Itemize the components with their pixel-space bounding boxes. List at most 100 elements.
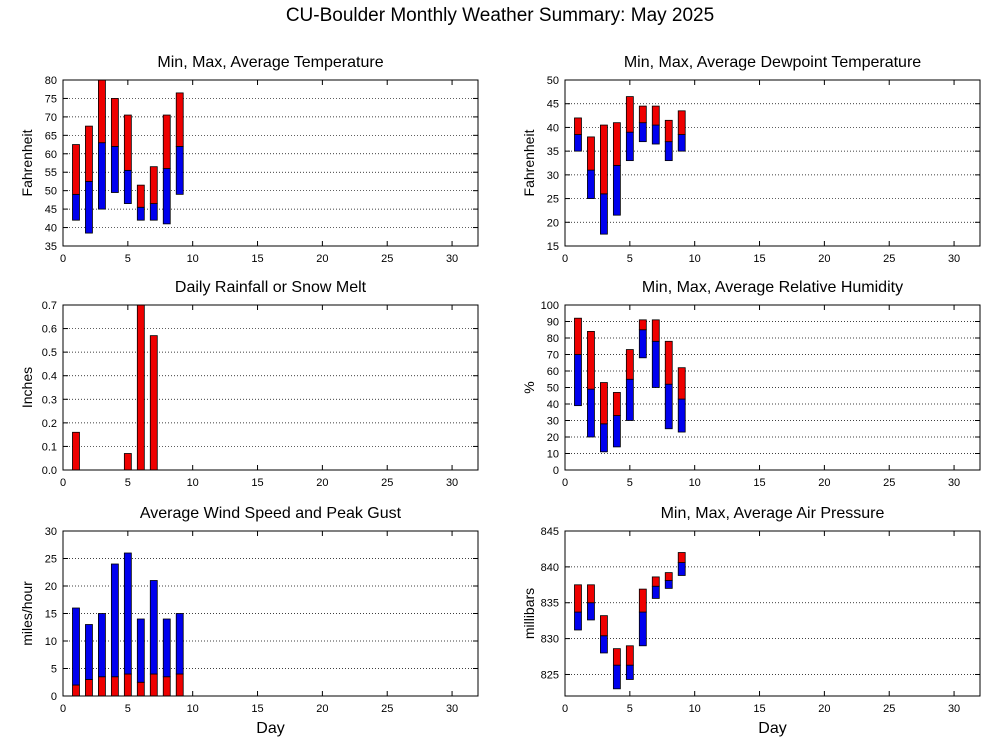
y-tick-label: 30	[547, 170, 559, 182]
y-tick-label: 0.5	[42, 347, 57, 359]
chart-panel-2: Min, Max, Average Dewpoint Temperature 15…	[521, 54, 981, 265]
bar-min-to-avg	[651, 124, 660, 145]
x-tick-label: 30	[446, 703, 458, 715]
x-tick-label: 5	[125, 253, 131, 265]
bar-avg-to-max	[664, 119, 673, 143]
y-tick-label: 40	[547, 122, 559, 134]
bar-min-to-avg	[677, 398, 686, 433]
x-tick-label: 25	[883, 477, 895, 489]
x-tick-label: 10	[187, 253, 199, 265]
x-tick-label: 5	[125, 477, 131, 489]
x-tick-label: 15	[753, 477, 765, 489]
y-tick-label: 40	[547, 399, 559, 411]
x-tick-label: 20	[316, 477, 328, 489]
y-tick-label: 100	[541, 300, 559, 312]
bar-min-to-avg	[651, 585, 660, 599]
plot-frame	[564, 304, 981, 471]
panel-title: Min, Max, Average Air Pressure	[661, 505, 885, 522]
y-tick-label: 840	[541, 562, 559, 574]
bar-average-wind	[98, 676, 106, 697]
bar-min-to-avg	[136, 206, 145, 221]
y-tick-label: 35	[45, 241, 57, 253]
bar-avg-to-max	[600, 615, 608, 637]
bar-min-to-avg	[612, 415, 621, 448]
y-tick-label: 0.1	[42, 441, 57, 453]
bar-avg-to-max	[664, 572, 673, 581]
y-tick-label: 65	[45, 130, 57, 142]
y-tick-label: 0	[553, 465, 559, 477]
bar-min-to-avg	[600, 635, 608, 654]
bar-peak-gust	[123, 552, 132, 675]
x-tick-label: 10	[689, 703, 701, 715]
y-tick-label: 55	[45, 167, 57, 179]
y-tick-label: 0	[51, 691, 57, 703]
x-tick-label: 5	[627, 477, 633, 489]
bar-avg-to-max	[625, 645, 634, 666]
bar-avg-to-max	[625, 96, 634, 133]
x-tick-label: 30	[948, 477, 960, 489]
bar-avg-to-max	[600, 124, 608, 195]
bar-min-to-avg	[638, 122, 647, 143]
bar-min-to-avg	[600, 193, 608, 235]
figure-title: CU-Boulder Monthly Weather Summary: May …	[285, 5, 715, 26]
bar-rainfall	[149, 335, 158, 471]
panel-title: Min, Max, Average Dewpoint Temperature	[624, 54, 921, 71]
bar-min-to-avg	[85, 181, 93, 234]
bar-min-to-avg	[638, 329, 647, 359]
bar-avg-to-max	[72, 144, 80, 195]
plot-frame	[564, 530, 981, 697]
bar-avg-to-max	[612, 122, 621, 166]
bar-avg-to-max	[664, 340, 673, 385]
bar-min-to-avg	[651, 340, 660, 388]
bar-avg-to-max	[677, 110, 686, 135]
y-tick-label: 60	[547, 366, 559, 378]
x-tick-label: 5	[627, 703, 633, 715]
bar-min-to-avg	[612, 664, 621, 690]
y-axis-label: Inches	[19, 367, 35, 408]
y-tick-label: 0.7	[42, 300, 57, 312]
bar-avg-to-max	[638, 319, 647, 331]
bar-min-to-avg	[110, 145, 119, 193]
bar-min-to-avg	[587, 169, 595, 199]
x-tick-label: 10	[187, 477, 199, 489]
x-tick-label: 30	[948, 253, 960, 265]
bar-avg-to-max	[162, 114, 171, 169]
x-tick-label: 0	[60, 477, 66, 489]
x-tick-label: 15	[753, 703, 765, 715]
bar-avg-to-max	[175, 92, 184, 147]
y-axis-label: millibars	[521, 588, 537, 639]
bar-avg-to-max	[98, 79, 106, 144]
y-tick-label: 70	[45, 112, 57, 124]
x-tick-label: 0	[60, 253, 66, 265]
chart-panel-3: Daily Rainfall or Snow Melt 0.0 0.1 0.2 0.3 0…	[19, 279, 479, 489]
y-axis-label: Fahrenheit	[19, 129, 35, 196]
bar-avg-to-max	[612, 648, 621, 666]
x-tick-label: 15	[251, 253, 263, 265]
x-tick-label: 30	[948, 703, 960, 715]
bar-avg-to-max	[574, 317, 582, 355]
y-tick-label: 25	[547, 194, 559, 206]
bar-min-to-avg	[638, 611, 647, 647]
y-tick-label: 20	[547, 217, 559, 229]
y-tick-label: 5	[51, 664, 57, 676]
bar-avg-to-max	[574, 584, 582, 613]
y-tick-label: 15	[45, 609, 57, 621]
x-tick-label: 10	[689, 253, 701, 265]
x-tick-label: 30	[446, 253, 458, 265]
chart-panel-5: Average Wind Speed and Peak Gust 0 5 10 15 20…	[19, 505, 479, 737]
y-tick-label: 45	[45, 204, 57, 216]
bar-avg-to-max	[612, 392, 621, 416]
x-tick-label: 10	[689, 477, 701, 489]
bar-avg-to-max	[677, 552, 686, 563]
x-tick-label: 30	[446, 477, 458, 489]
bar-min-to-avg	[72, 193, 80, 221]
plot-frame	[62, 79, 479, 247]
y-axis-label: Fahrenheit	[521, 129, 537, 196]
bar-rainfall	[72, 431, 80, 471]
y-axis-label: miles/hour	[19, 581, 35, 646]
bar-avg-to-max	[85, 125, 93, 182]
y-tick-label: 835	[541, 598, 559, 610]
bar-peak-gust	[85, 624, 93, 680]
y-tick-label: 70	[547, 350, 559, 362]
x-tick-label: 0	[562, 477, 568, 489]
